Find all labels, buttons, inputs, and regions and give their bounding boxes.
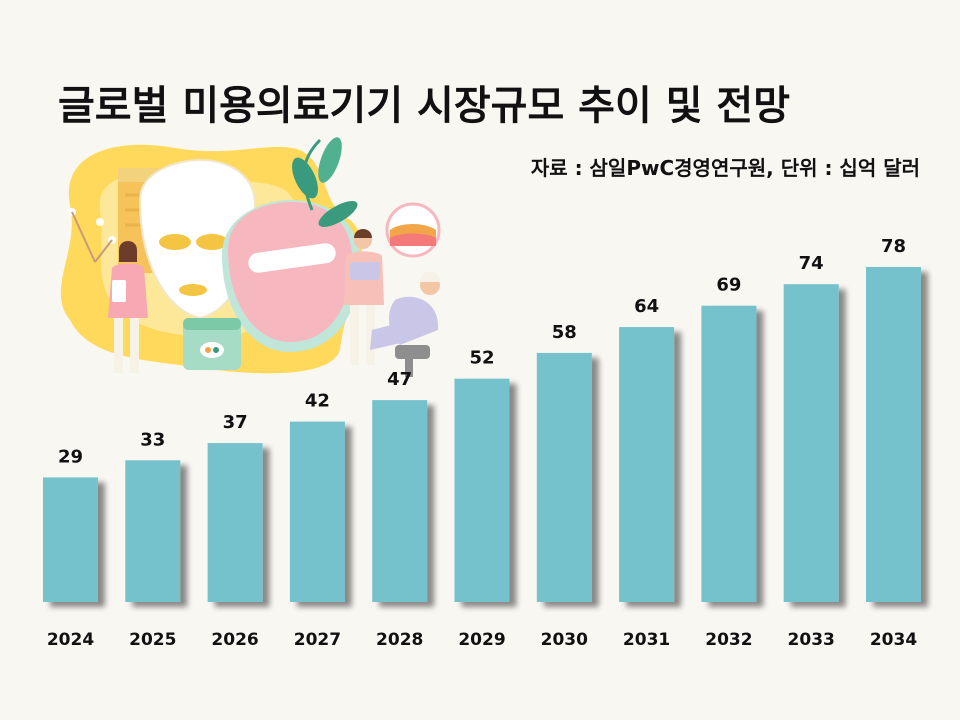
value-label-2024: 29 — [58, 446, 83, 467]
x-tick-2029: 2029 — [458, 630, 505, 650]
x-tick-2034: 2034 — [870, 630, 917, 650]
bar-2026 — [207, 443, 263, 602]
x-tick-2027: 2027 — [294, 630, 341, 650]
value-label-2033: 74 — [799, 253, 824, 274]
value-label-2026: 37 — [223, 412, 248, 433]
value-label-2025: 33 — [140, 429, 165, 450]
bar-2031 — [619, 327, 675, 602]
value-label-2032: 69 — [716, 275, 741, 296]
value-label-2030: 58 — [552, 322, 577, 343]
bar-2028 — [372, 400, 428, 602]
bar-2032 — [701, 305, 757, 602]
x-tick-2025: 2025 — [129, 630, 176, 650]
bar-2034 — [866, 267, 921, 602]
beauty-care-illustration-icon — [60, 137, 441, 377]
value-label-2029: 52 — [469, 348, 494, 369]
x-tick-2028: 2028 — [376, 630, 423, 650]
x-tick-2030: 2030 — [541, 630, 588, 650]
bar-2024 — [43, 477, 98, 602]
chart-source-note: 자료 : 삼일PwC경영연구원, 단위 : 십억 달러 — [531, 156, 920, 180]
bar-2033 — [783, 284, 839, 602]
x-tick-2024: 2024 — [47, 630, 94, 650]
value-label-2034: 78 — [881, 236, 906, 257]
x-tick-2026: 2026 — [211, 630, 258, 650]
bar-2025 — [125, 460, 181, 602]
bars-group — [43, 267, 921, 602]
bar-2027 — [289, 421, 345, 602]
value-label-2028: 47 — [387, 369, 412, 390]
value-label-2027: 42 — [305, 391, 330, 412]
x-tick-2033: 2033 — [788, 630, 835, 650]
bar-2030 — [536, 352, 592, 602]
value-labels-group: 29 33 37 42 47 52 58 64 69 74 78 — [58, 236, 906, 467]
x-tick-2032: 2032 — [705, 630, 752, 650]
value-label-2031: 64 — [634, 296, 659, 317]
bar-2029 — [454, 378, 510, 602]
x-axis-tick-labels: 2024 2025 2026 2027 2028 2029 2030 2031 2032 2033… — [47, 630, 917, 650]
chart-title: 글로벌 미용의료기기 시장규모 추이 및 전망 — [58, 83, 790, 129]
x-tick-2031: 2031 — [623, 630, 670, 650]
